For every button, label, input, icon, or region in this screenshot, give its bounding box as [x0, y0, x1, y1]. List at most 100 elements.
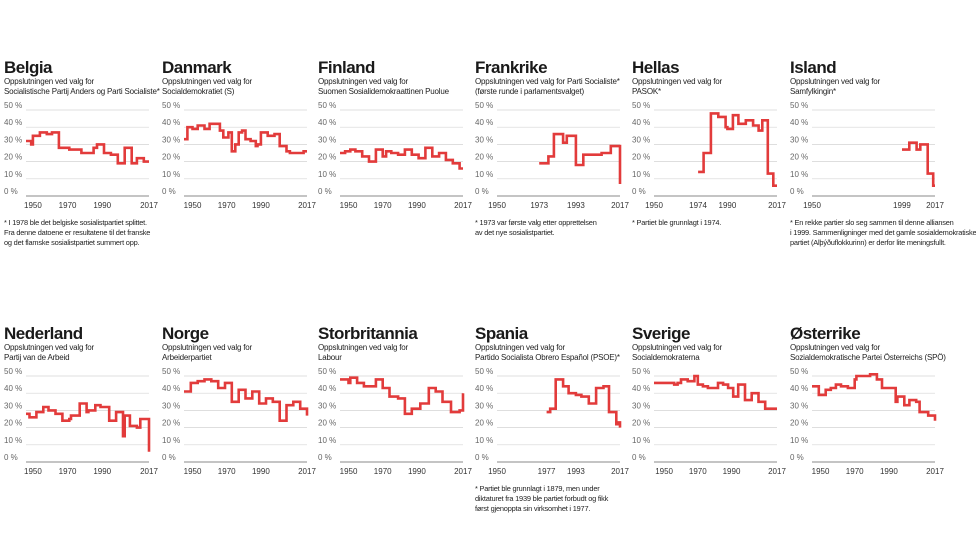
x-tick-label: 1999: [893, 201, 911, 210]
y-tick-label: 40 %: [162, 384, 180, 393]
y-tick-label: 0 %: [4, 187, 18, 196]
series-line: [26, 131, 149, 165]
y-tick-label: 20 %: [790, 153, 808, 162]
x-tick-label: 1977: [538, 467, 556, 476]
chart-footnote: * I 1978 ble det belgiske sosialistparti…: [4, 218, 150, 248]
x-tick-label: 1990: [719, 201, 737, 210]
y-tick-label: 40 %: [790, 118, 808, 127]
chart-plot: 0 % 10 % 20 % 30 % 40 % 50 % 1950 1973 1993 2017: [475, 101, 629, 212]
y-tick-label: 30 %: [632, 401, 650, 410]
y-tick-label: 30 %: [475, 401, 493, 410]
chart-panel: Spania Oppslutningen ved valg for Partido …: [475, 324, 629, 514]
y-tick-label: 10 %: [475, 170, 493, 179]
y-tick-label: 20 %: [475, 153, 493, 162]
chart-panel: Østerrike Oppslutningen ved valg for Sozia…: [790, 324, 946, 514]
series-line: [340, 146, 463, 170]
y-tick-label: 50 %: [4, 101, 22, 110]
line-chart: 0 % 10 % 20 % 30 % 40 % 50 % 1950 1970 1990 2017: [4, 101, 158, 210]
chart-title: Belgia: [4, 58, 53, 77]
y-tick-label: 0 %: [632, 453, 646, 462]
footnote-line: * 1973 var første valg etter opprettelse…: [475, 218, 597, 227]
chart-title: Danmark: [162, 58, 232, 77]
y-tick-label: 50 %: [4, 367, 22, 376]
chart-panel: Storbritannia Oppslutningen ved valg for L…: [318, 324, 472, 514]
y-tick-label: 40 %: [790, 384, 808, 393]
y-tick-label: 20 %: [162, 153, 180, 162]
y-tick-label: 40 %: [318, 118, 336, 127]
x-tick-label: 2017: [768, 467, 786, 476]
chart-title: Sverige: [632, 324, 690, 343]
chart-plot: 0 % 10 % 20 % 30 % 40 % 50 % 1950 1970 1990 2017: [4, 367, 158, 478]
chart-subtitle: Arbeiderpartiet: [162, 353, 212, 362]
footnote-line: av det nye sosialistpartiet.: [475, 228, 555, 237]
x-tick-label: 2017: [768, 201, 786, 210]
y-tick-label: 10 %: [162, 436, 180, 445]
series-line: [812, 373, 937, 421]
chart-subtitle: Sozialdemokratische Partei Österreichs (…: [790, 353, 946, 362]
chart-subtitle: Socialdemokratiet (S): [162, 87, 235, 96]
y-tick-label: 40 %: [632, 384, 650, 393]
y-tick-label: 40 %: [318, 384, 336, 393]
y-tick-label: 10 %: [4, 170, 22, 179]
y-tick-label: 0 %: [162, 453, 176, 462]
line-chart: 0 % 10 % 20 % 30 % 40 % 50 % 1950 1970 1990 2017: [632, 367, 786, 476]
x-tick-label: 1950: [24, 467, 42, 476]
chart-plot: 0 % 10 % 20 % 30 % 40 % 50 % 1950 1970 1990 2017: [632, 367, 786, 478]
series-line: [698, 112, 777, 187]
footnote-line: diktaturet fra 1939 ble partiet forbudt …: [475, 494, 609, 503]
x-tick-label: 1974: [689, 201, 707, 210]
chart-subtitle: Oppslutningen ved valg for: [318, 343, 408, 352]
chart-title: Spania: [475, 324, 528, 343]
chart-panel: Norge Oppslutningen ved valg for Arbeiderp…: [162, 324, 316, 514]
x-tick-label: 2017: [454, 201, 472, 210]
footnote-line: * En rekke partier slo seg sammen til de…: [790, 218, 954, 227]
x-tick-label: 1990: [408, 467, 426, 476]
x-tick-label: 1990: [252, 467, 270, 476]
y-tick-label: 10 %: [790, 436, 808, 445]
y-tick-label: 40 %: [4, 118, 22, 127]
chart-subtitle: Socialdemokraterna: [632, 353, 700, 362]
line-chart: 0 % 10 % 20 % 30 % 40 % 50 % 1950 1977 1993 2017: [475, 367, 629, 476]
chart-subtitle: Oppslutningen ved valg for: [162, 77, 252, 86]
y-tick-label: 10 %: [4, 436, 22, 445]
y-tick-label: 50 %: [318, 101, 336, 110]
x-tick-label: 1970: [374, 467, 392, 476]
line-chart: 0 % 10 % 20 % 30 % 40 % 50 % 1950 1970 1990 2017: [4, 367, 158, 476]
chart-plot: 0 % 10 % 20 % 30 % 40 % 50 % 1950 1970 1990 2017: [4, 101, 158, 212]
y-tick-label: 20 %: [632, 153, 650, 162]
y-tick-label: 20 %: [4, 153, 22, 162]
x-tick-label: 2017: [611, 201, 629, 210]
chart-panel: Sverige Oppslutningen ved valg for Sociald…: [632, 324, 786, 514]
x-tick-label: 2017: [926, 467, 944, 476]
series-line: [340, 376, 465, 416]
chart-plot: 0 % 10 % 20 % 30 % 40 % 50 % 1950 1974 1990 2017: [632, 101, 786, 212]
chart-plot: 0 % 10 % 20 % 30 % 40 % 50 % 1950 1970 1990 2017: [318, 367, 472, 478]
chart-subtitle: Oppslutningen ved valg for: [632, 343, 722, 352]
chart-subtitle: Suomen Sosialidemokraattinen Puolue: [318, 87, 449, 96]
y-tick-label: 10 %: [162, 170, 180, 179]
y-tick-label: 10 %: [318, 436, 336, 445]
chart-subtitle: Oppslutningen ved valg for: [790, 77, 880, 86]
y-tick-label: 10 %: [318, 170, 336, 179]
chart-subtitle: Oppslutningen ved valg for: [4, 77, 94, 86]
x-tick-label: 1950: [488, 201, 506, 210]
x-tick-label: 1973: [530, 201, 548, 210]
chart-panel: Finland Oppslutningen ved valg for Suomen …: [318, 58, 472, 248]
chart-panel: Danmark Oppslutningen ved valg for Sociald…: [162, 58, 316, 248]
y-tick-label: 30 %: [790, 135, 808, 144]
chart-plot: 0 % 10 % 20 % 30 % 40 % 50 % 1950 1970 1990 2017: [318, 101, 472, 212]
x-tick-label: 1950: [24, 201, 42, 210]
x-tick-label: 1970: [59, 201, 77, 210]
line-chart: 0 % 10 % 20 % 30 % 40 % 50 % 1950 1970 1990 2017: [162, 367, 316, 476]
y-tick-label: 20 %: [318, 153, 336, 162]
x-tick-label: 1990: [408, 201, 426, 210]
chart-subtitle: Labour: [318, 353, 342, 362]
y-tick-label: 40 %: [4, 384, 22, 393]
y-tick-label: 0 %: [790, 187, 804, 196]
chart-subtitle: Oppslutningen ved valg for: [475, 343, 565, 352]
y-tick-label: 40 %: [632, 118, 650, 127]
y-tick-label: 20 %: [475, 419, 493, 428]
chart-title: Storbritannia: [318, 324, 418, 343]
y-tick-label: 10 %: [632, 436, 650, 445]
chart-title: Østerrike: [790, 324, 861, 343]
